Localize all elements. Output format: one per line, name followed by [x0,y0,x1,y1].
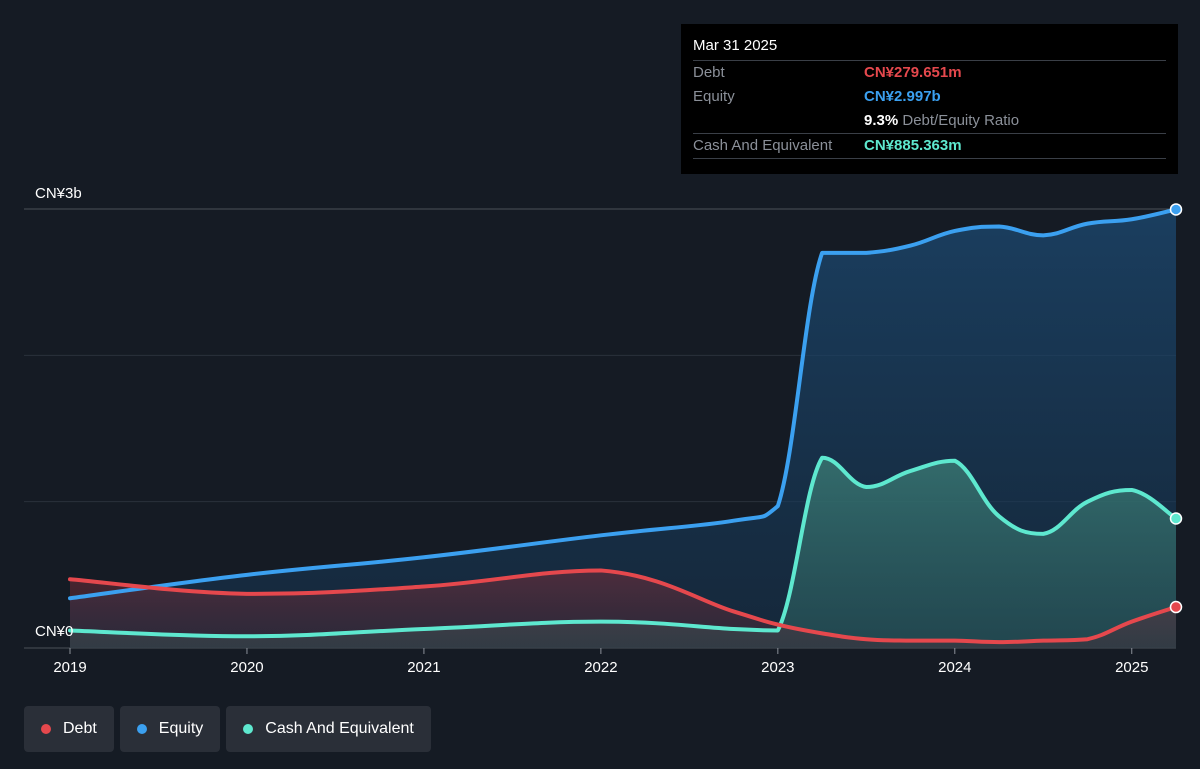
tooltip-row-debt: Debt CN¥279.651m [693,60,1166,85]
x-tick-label: 2025 [1115,659,1148,676]
series-lines [68,207,1178,645]
tooltip-row-cash: Cash And Equivalent CN¥885.363m [693,133,1166,159]
tooltip-row-ratio: 9.3% Debt/Equity Ratio [693,109,1166,133]
legend-equity-label: Equity [158,720,204,737]
legend-cash-dot [243,724,254,734]
y-axis-zero-label: CN¥0 [35,623,73,640]
tooltip-row-equity: Equity CN¥2.997b [693,85,1166,109]
tooltip-cash-label: Cash And Equivalent [693,137,833,154]
series-areas [70,209,1176,648]
legend-debt-dot [41,724,51,734]
tooltip-debt-label: Debt [693,64,725,81]
tooltip-ratio-label: Debt/Equity Ratio [902,112,1020,129]
tooltip-date: Mar 31 2025 [693,37,778,54]
debt-line [68,568,1178,645]
end-markers [1169,203,1183,614]
legend-item-equity[interactable]: Equity [119,706,221,752]
tooltip-ratio: 9.3% Debt/Equity Ratio [864,109,1019,133]
x-tick-label: 2023 [761,659,794,676]
debt-area [70,570,1176,648]
y-axis-top-label: CN¥3b [35,185,82,202]
legend-item-cash[interactable]: Cash And Equivalent [226,706,431,752]
legend-cash-label: Cash And Equivalent [265,720,414,737]
tooltip-debt-value: CN¥279.651m [864,64,962,81]
cash-area [70,457,1176,648]
legend: Debt Equity Cash And Equivalent [24,706,431,752]
equity-line [68,207,1178,601]
tooltip-ratio-value: 9.3% [864,112,899,129]
debt-end-point [1169,600,1183,614]
x-tick-label: 2021 [407,659,440,676]
tooltip-equity-label: Equity [693,88,735,105]
x-tick-label: 2024 [938,659,971,676]
cash-end-point [1169,512,1183,525]
legend-item-debt[interactable]: Debt [24,706,114,752]
x-axis: 2019 2020 2021 2022 2023 2024 2025 [53,648,1148,676]
x-tick-label: 2019 [53,659,86,676]
equity-end-point [1169,203,1183,216]
cash-line [68,455,1178,639]
tooltip: Mar 31 2025 Debt CN¥279.651m Equity CN¥2… [681,24,1178,174]
tooltip-cash-value: CN¥885.363m [864,137,962,154]
legend-debt-label: Debt [63,720,97,737]
x-tick-label: 2020 [230,659,263,676]
x-tick-label: 2022 [584,659,617,676]
tooltip-equity-value: CN¥2.997b [864,88,941,105]
legend-equity-dot [136,724,147,734]
